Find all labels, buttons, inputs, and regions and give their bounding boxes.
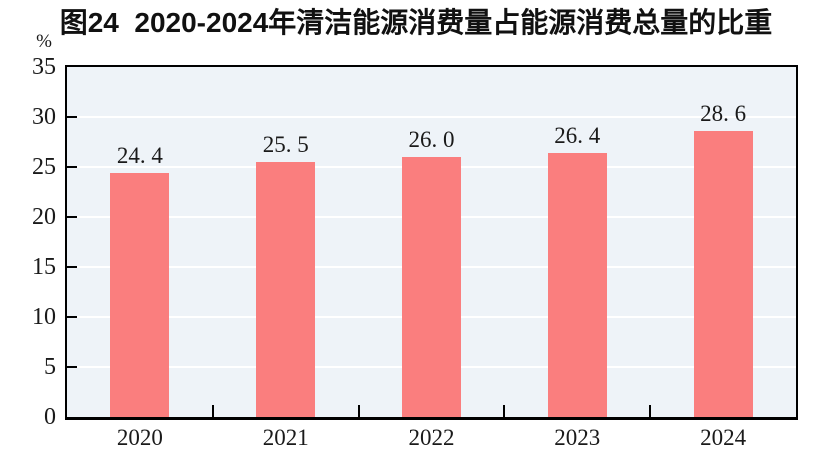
y-tick-label: 0 xyxy=(44,404,56,430)
bar xyxy=(110,173,170,417)
gridline xyxy=(67,116,796,118)
y-axis-unit-label: % xyxy=(36,31,52,52)
plot-area xyxy=(65,65,798,420)
y-tick-mark xyxy=(67,166,77,168)
bar-value-label: 26. 4 xyxy=(554,123,601,148)
x-tick-label: 2024 xyxy=(700,425,747,450)
x-tick-label: 2020 xyxy=(116,425,163,450)
x-tick-mark xyxy=(211,405,214,417)
y-tick-label: 20 xyxy=(32,204,56,230)
bar-value-label: 24. 4 xyxy=(116,143,163,168)
bar-value-label: 28. 6 xyxy=(700,101,747,126)
x-tick-mark xyxy=(357,405,360,417)
y-tick-label: 10 xyxy=(32,304,56,330)
x-tick-mark xyxy=(649,405,652,417)
y-tick-label: 15 xyxy=(32,254,56,280)
y-tick-mark xyxy=(67,316,77,318)
y-tick-label: 35 xyxy=(32,54,56,80)
y-tick-mark xyxy=(67,216,77,218)
bar xyxy=(547,153,607,417)
x-tick-label: 2021 xyxy=(262,425,309,450)
y-tick-mark xyxy=(67,366,77,368)
y-tick-label: 30 xyxy=(32,104,56,130)
y-tick-mark xyxy=(67,266,77,268)
chart-title: 图24 2020-2024年清洁能源消费量占能源消费总量的比重 xyxy=(59,7,773,38)
y-tick-mark xyxy=(67,116,77,118)
x-tick-label: 2023 xyxy=(554,425,601,450)
bar-value-label: 25. 5 xyxy=(262,132,309,157)
bar xyxy=(256,162,316,417)
y-tick-label: 25 xyxy=(32,154,56,180)
y-tick-label: 5 xyxy=(44,354,56,380)
bar xyxy=(693,131,753,417)
bar xyxy=(402,157,461,417)
x-tick-mark xyxy=(503,405,506,417)
bar-value-label: 26. 0 xyxy=(408,127,455,152)
x-tick-label: 2022 xyxy=(408,425,455,450)
